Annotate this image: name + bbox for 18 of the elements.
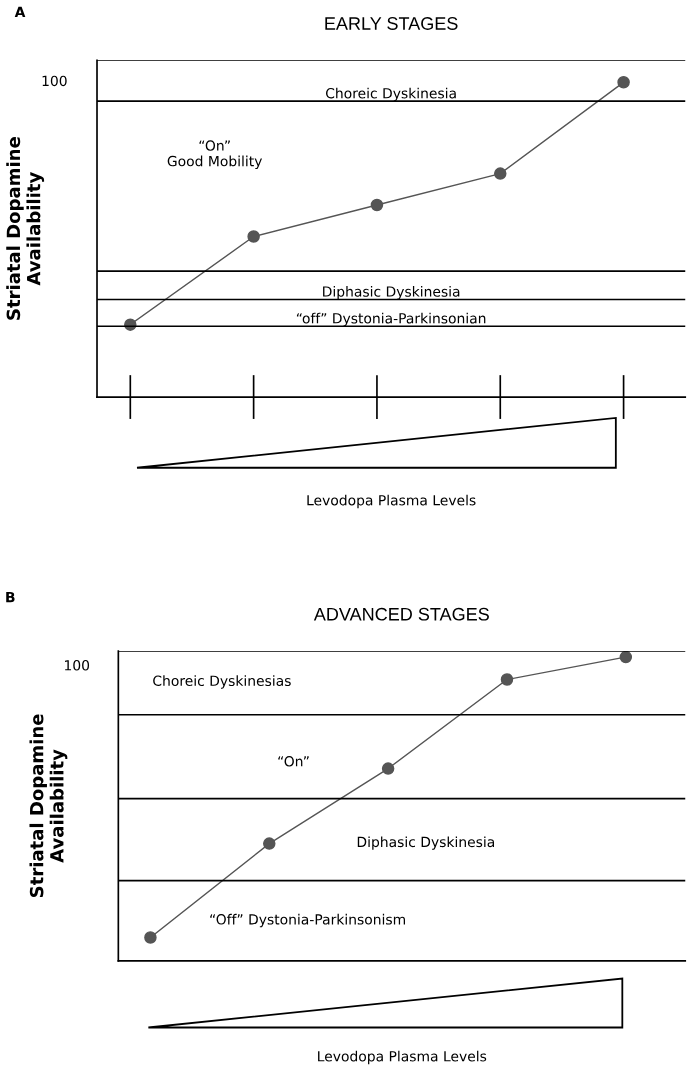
text: B (6, 592, 15, 603)
text: 100 (65, 660, 90, 671)
y-axis-title: Striatal Dopamine Availability (6, 137, 45, 320)
annotation: Diphasic Dyskinesia (357, 836, 495, 850)
annotation: “On” (278, 756, 309, 767)
annotation: “On” Good Mobility (167, 140, 262, 170)
text: 100 (42, 75, 67, 87)
ref-line-label: Choreic Dyskinesia (325, 87, 456, 102)
annotation: “Off” Dystonia-Parkinsonism (210, 913, 405, 928)
x-axis-title: Levodopa Plasma Levels (318, 1050, 487, 1065)
text: A (14, 6, 26, 17)
x-axis-title: Levodopa Plasma Levels (307, 494, 476, 509)
annotation: Choreic Dyskinesias (153, 675, 291, 689)
chart-title: EARLY STAGES (325, 17, 458, 30)
y-axis-title: Striatal Dopamine Availability (29, 714, 68, 898)
ref-line-label: Diphasic Dyskinesia (323, 286, 460, 300)
chart-title: ADVANCED STAGES (313, 607, 489, 621)
ref-line-label: “off” Dystonia-Parkinsonian (296, 312, 486, 327)
